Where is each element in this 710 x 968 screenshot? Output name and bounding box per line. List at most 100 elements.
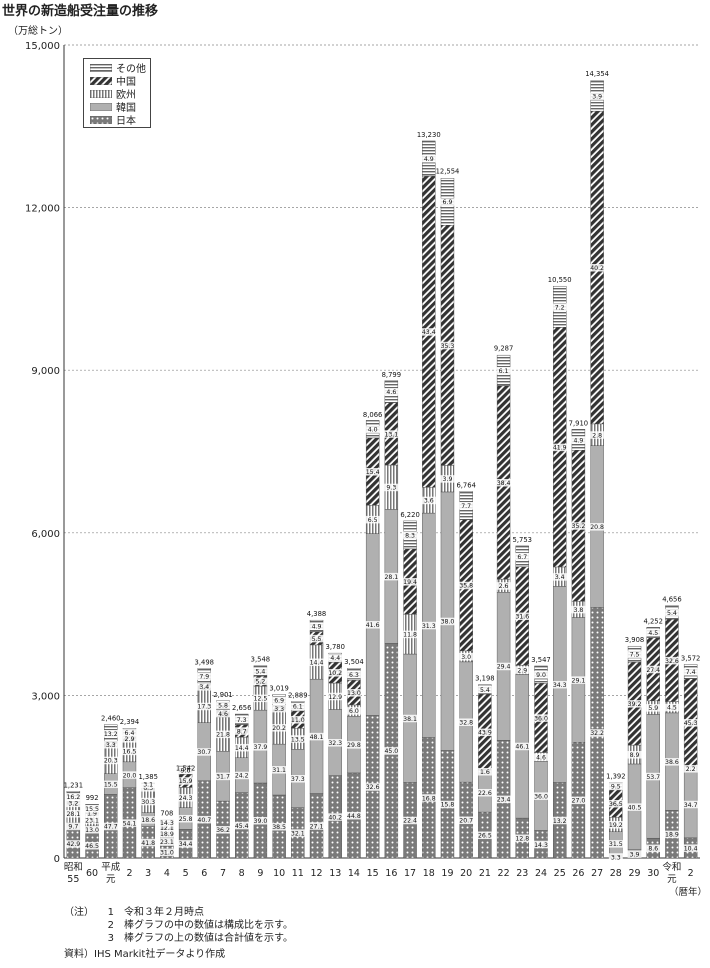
segment-label-bg [683, 719, 698, 727]
bar-total-label: 3,547 [531, 656, 550, 664]
segment-label: 23.4 [497, 797, 511, 804]
segment-label: 45.3 [684, 720, 698, 727]
segment-label: 28.1 [66, 811, 80, 818]
segment-label: 12.8 [515, 836, 529, 843]
x-tick-label: 55 [67, 874, 79, 885]
segment-label-bg [403, 531, 418, 539]
segment-label-bg [608, 840, 623, 848]
segment-label-bg [103, 822, 118, 831]
segment-label: 16.2 [66, 794, 80, 801]
segment-label-bg [515, 612, 530, 621]
segment-label: 5.4 [667, 610, 677, 617]
segment-label: 6.3 [143, 785, 153, 792]
segment-label: 22.4 [403, 818, 417, 825]
segment-label: 3.9 [630, 851, 640, 858]
segment-label-bg [403, 816, 418, 825]
segment-label-bg [365, 425, 380, 434]
segment-label: 48.1 [310, 734, 324, 741]
segment-label-bg [346, 741, 361, 749]
segment-label: 36.0 [534, 715, 548, 722]
footnote-1: （注） 1 令和３年２月時点 [64, 907, 204, 918]
segment-label-bg [85, 826, 100, 834]
segment-label: 34.7 [684, 802, 698, 809]
segment-label: 18.9 [160, 831, 174, 838]
segment-label-bg [290, 775, 305, 783]
segment-label-bg [571, 605, 586, 614]
segment-label: 3.6 [424, 498, 434, 505]
segment-label: 29.4 [497, 664, 511, 671]
segment-label: 5.2 [255, 679, 265, 686]
bar-total-label: 2,889 [288, 691, 307, 699]
segment-label: 5.9 [648, 705, 658, 712]
segment-label-bg [477, 831, 492, 840]
bar-group [384, 380, 399, 859]
segment-label: 16.5 [123, 749, 137, 756]
segment-label-bg [627, 751, 642, 759]
segment-label-bg [683, 800, 698, 809]
segment-label-bg [403, 630, 418, 639]
segment-label-bg [683, 844, 698, 852]
x-tick-label: 元 [667, 874, 677, 885]
segment-label-bg [459, 652, 474, 661]
segment-label-bg [664, 703, 679, 712]
segment-label-bg [534, 671, 548, 679]
chart-legend: その他 中国 欧州 韓国 日本 [83, 58, 151, 128]
segment-label: 32.6 [665, 658, 679, 665]
segment-label: 7.3 [237, 717, 247, 724]
x-tick-label: 19 [441, 868, 453, 879]
segment-label: 6.0 [349, 708, 359, 715]
segment-label-bg [216, 709, 230, 718]
segment-label: 4.5 [667, 705, 677, 712]
bar-group [496, 354, 511, 859]
segment-label-bg [197, 815, 212, 824]
segment-label-bg [178, 766, 193, 775]
segment-label: 40.5 [628, 804, 642, 811]
segment-label-bg [122, 771, 137, 779]
segment-label: 23.1 [160, 839, 174, 846]
segment-label: 36.2 [216, 827, 230, 834]
segment-label: 3.9 [592, 93, 602, 100]
segment-label-bg [290, 716, 305, 724]
x-tick-label: 21 [479, 868, 491, 879]
segment-label-bg [646, 665, 661, 674]
segment-label-bg [159, 830, 174, 838]
segment-label: 1.9 [87, 811, 97, 818]
segment-label: 27.0 [572, 798, 586, 805]
segment-label-bg [459, 502, 474, 510]
segment-label: 1.6 [480, 769, 490, 776]
segment-label: 38.4 [497, 480, 511, 487]
segment-label: 6.7 [517, 554, 527, 561]
segment-label: 3.3 [611, 854, 621, 861]
segment-label-bg [197, 702, 212, 711]
segment-label-bg [365, 515, 380, 524]
segment-label-bg [627, 850, 642, 858]
x-tick-label: 2 [126, 868, 132, 879]
segment-label-bg [590, 431, 605, 439]
segment-label-bg [403, 578, 418, 586]
bar-total-label: 8,799 [382, 371, 401, 379]
segment-label: 27.1 [310, 823, 324, 830]
segment-label: 5.4 [480, 687, 490, 694]
segment-label: 13.2 [553, 818, 567, 825]
segment-label: 14.4 [310, 660, 324, 667]
segment-label-bg [85, 809, 100, 818]
segment-label-bg [534, 753, 548, 761]
segment-label-bg [309, 822, 324, 830]
x-tick-label: 16 [385, 868, 397, 879]
segment-label: 9.7 [68, 824, 78, 831]
segment-label: 15.8 [441, 802, 455, 809]
segment-label-bg [85, 816, 100, 824]
segment-label: 7.2 [555, 304, 565, 311]
segment-label-bg [590, 92, 605, 100]
segment-label: 3.4 [199, 684, 209, 691]
bar-total-label: 3,548 [251, 656, 270, 664]
segment-label: 3.9 [443, 476, 453, 483]
segment-label: 43.9 [478, 730, 492, 737]
segment-label: 41.8 [141, 840, 155, 847]
segment-label: 20.2 [272, 725, 286, 732]
segment-label-bg [515, 834, 530, 843]
segment-label: 12.1 [160, 825, 174, 832]
segment-label: 16.8 [422, 795, 436, 802]
segment-label-bg [646, 772, 661, 781]
